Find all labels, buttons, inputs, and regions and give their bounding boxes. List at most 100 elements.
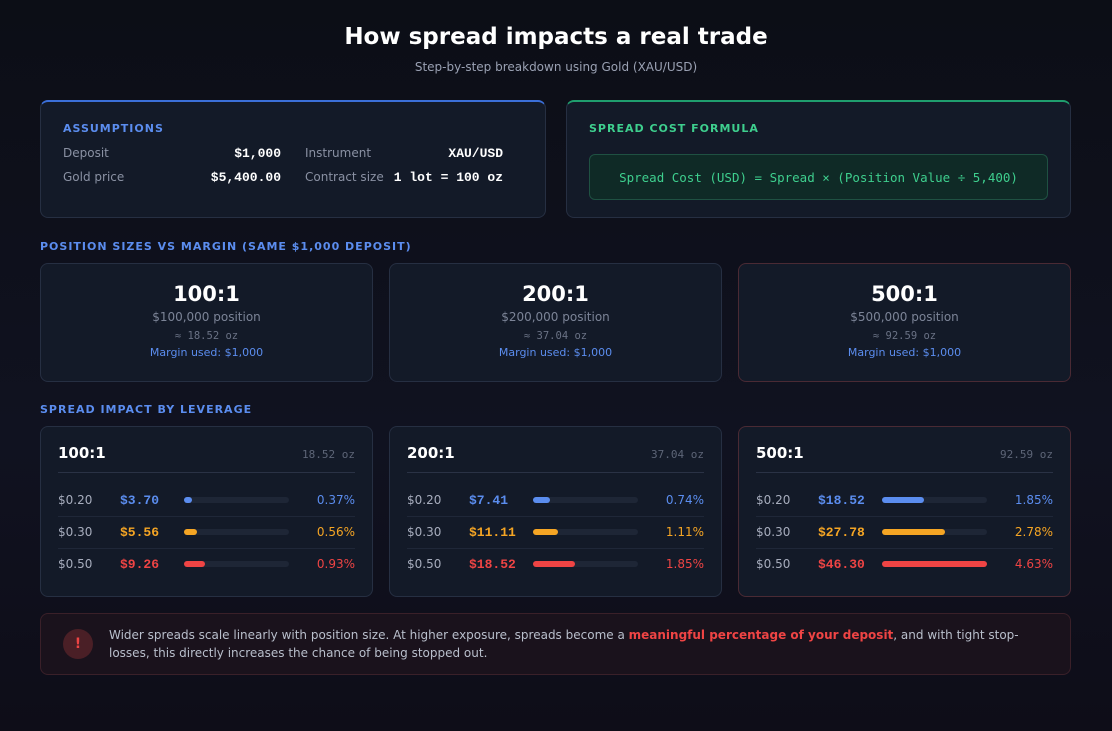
highlight: meaningful percentage of your deposit [628, 628, 894, 642]
bar [184, 529, 197, 535]
section-heading: SPREAD IMPACT BY LEVERAGE [40, 403, 253, 416]
row-divider [407, 516, 704, 517]
ounces: ≈ 92.59 oz [872, 330, 937, 342]
separator [58, 472, 355, 473]
bar-track [533, 561, 638, 567]
ounces: 37.04 oz [651, 448, 704, 461]
margin: Margin used: $1,000 [847, 346, 962, 359]
position: $500,000 position [850, 310, 959, 324]
bar [533, 497, 550, 503]
row: $0.50 $9.26 0.93% [58, 548, 355, 580]
bar-track [533, 529, 638, 535]
text: Wider spreads scale linearly with positi… [109, 628, 629, 642]
value: $5,400.00 [210, 170, 281, 185]
percent: 2.78% [1014, 525, 1053, 539]
label: Contract size [305, 170, 384, 184]
row: $0.20 $18.52 1.85% [756, 484, 1053, 516]
row: $0.20 $7.41 0.74% [407, 484, 704, 516]
notice-icon: ! [63, 629, 93, 659]
separator [756, 472, 1053, 473]
assumptions-grid: Deposit $1,000 Instrument XAU/USD Gold price… [63, 146, 503, 185]
separator [407, 472, 704, 473]
label: Deposit [63, 146, 109, 160]
cost: $11.11 [469, 524, 516, 540]
position: $100,000 position [152, 310, 261, 324]
row-divider [756, 516, 1053, 517]
ounces: ≈ 18.52 oz [174, 330, 239, 342]
row: $0.30 $11.11 1.11% [407, 516, 704, 548]
bar [533, 529, 559, 535]
spread: $0.30 [756, 525, 791, 539]
leverage: 500:1 [756, 444, 804, 462]
cost: $7.41 [469, 492, 509, 508]
percent: 4.63% [1014, 557, 1053, 571]
bar-track [882, 497, 987, 503]
spread: $0.20 [407, 493, 442, 507]
cost: $5.56 [120, 524, 160, 540]
bar [184, 561, 206, 567]
margin: Margin used: $1,000 [498, 346, 613, 359]
ounces: 18.52 oz [302, 448, 355, 461]
spread: $0.20 [58, 493, 93, 507]
notice: ! Wider spreads scale linearly with posi… [40, 613, 1071, 675]
notice-text: Wider spreads scale linearly with positi… [109, 626, 1049, 662]
position: $200,000 position [501, 310, 610, 324]
leverage: 200:1 [522, 282, 589, 306]
row-divider [58, 548, 355, 549]
cost: $46.30 [818, 556, 865, 572]
label: Instrument [305, 146, 372, 160]
heading: ASSUMPTIONS [63, 122, 164, 135]
bar-track [184, 529, 289, 535]
bar-track [184, 561, 289, 567]
heading: SPREAD COST FORMULA [589, 122, 759, 135]
assumptions-card: ASSUMPTIONS Deposit $1,000 Instrument XAU/U… [40, 100, 546, 218]
bar [882, 497, 924, 503]
row-divider [407, 548, 704, 549]
spread: $0.30 [58, 525, 93, 539]
row: $0.30 $27.78 2.78% [756, 516, 1053, 548]
bar-track [882, 561, 987, 567]
row: $0.50 $18.52 1.85% [407, 548, 704, 580]
spread: $0.50 [58, 557, 93, 571]
spread: $0.50 [407, 557, 442, 571]
position-card: 100:1 $100,000 position ≈ 18.52 oz Margin u… [40, 263, 373, 382]
percent: 0.56% [316, 525, 355, 539]
bar-track [882, 529, 987, 535]
text: , and with tight stop-losses, this direc… [109, 628, 1019, 660]
cost: $27.78 [818, 524, 865, 540]
value: XAU/USD [448, 146, 503, 161]
row: $0.50 $46.30 4.63% [756, 548, 1053, 580]
row: $0.30 $5.56 0.56% [58, 516, 355, 548]
percent: 1.85% [1014, 493, 1053, 507]
cost: $18.52 [818, 492, 865, 508]
ounces: 92.59 oz [1000, 448, 1053, 461]
leverage: 100:1 [173, 282, 240, 306]
cost: $3.70 [120, 492, 160, 508]
percent: 1.11% [665, 525, 704, 539]
cost: $18.52 [469, 556, 516, 572]
margin: Margin used: $1,000 [149, 346, 264, 359]
spread: $0.20 [756, 493, 791, 507]
value: 1 lot = 100 oz [393, 170, 503, 185]
formula: Spread Cost (USD) = Spread × (Position V… [589, 154, 1048, 200]
value: $1,000 [234, 146, 281, 161]
leverage: 100:1 [58, 444, 106, 462]
bar [533, 561, 575, 567]
row-divider [58, 516, 355, 517]
subtitle: Step-by-step breakdown using Gold (XAU/U… [414, 60, 698, 74]
percent: 1.85% [665, 557, 704, 571]
spread: $0.30 [407, 525, 442, 539]
impact-card: 500:1 92.59 oz $0.20 $18.52 1.85% $0.30 $27.78… [738, 426, 1071, 597]
formula-card: SPREAD COST FORMULA Spread Cost (USD) = … [566, 100, 1071, 218]
title: How spread impacts a real trade [344, 24, 768, 50]
row-divider [756, 548, 1053, 549]
percent: 0.93% [316, 557, 355, 571]
leverage: 500:1 [871, 282, 938, 306]
row: $0.20 $3.70 0.37% [58, 484, 355, 516]
bar-track [184, 497, 289, 503]
label: Gold price [63, 170, 125, 184]
bar [882, 529, 946, 535]
impact-card: 200:1 37.04 oz $0.20 $7.41 0.74% $0.30 $11.11 1… [389, 426, 722, 597]
bar [184, 497, 193, 503]
